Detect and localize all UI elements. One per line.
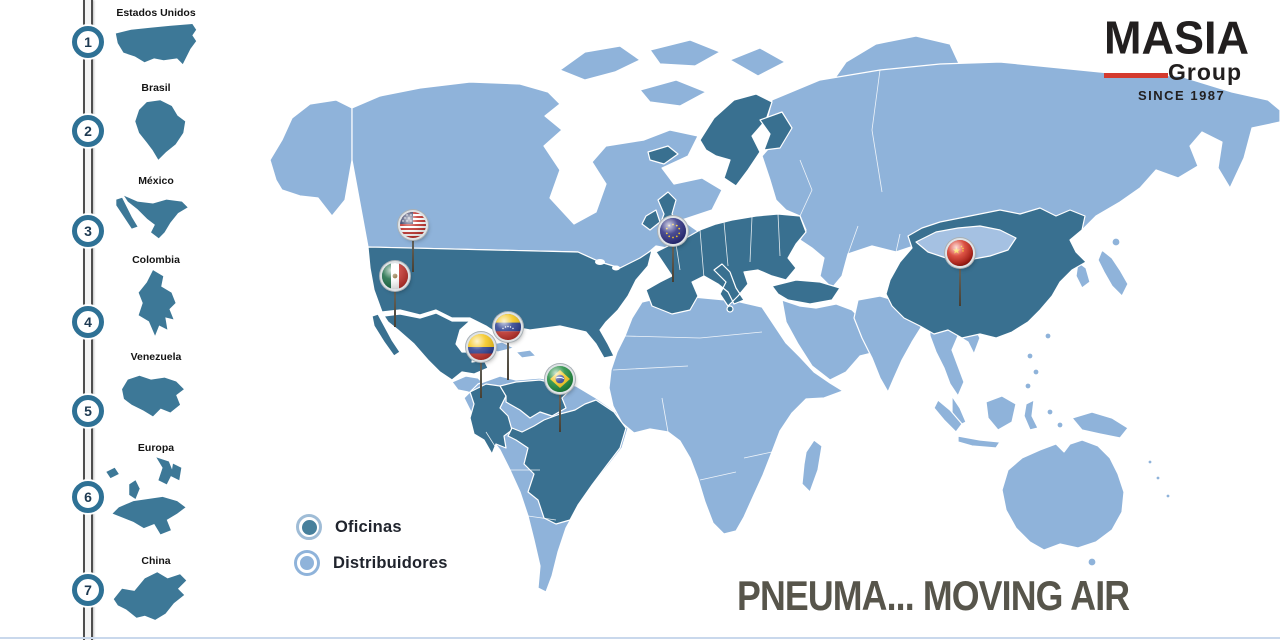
sidebar-label-colombia: Colombia [132, 254, 180, 266]
pin-stick [559, 386, 561, 432]
step-circle-3: 3 [72, 215, 104, 247]
legend-distribuidores: Distribuidores [294, 550, 448, 576]
mexico-flag-pin [382, 263, 408, 327]
step-circle-4: 4 [72, 306, 104, 338]
office-dot-icon [296, 514, 322, 540]
legend-oficinas: Oficinas [296, 514, 402, 540]
tagline: PNEUMA... MOVING AIR [737, 572, 1130, 619]
eu-flag-pin [660, 218, 686, 282]
pin-stick [672, 238, 674, 282]
sidebar-label-brasil: Brasil [141, 82, 171, 94]
brasil-silhouette [135, 100, 186, 160]
china-flag-pin [947, 240, 973, 306]
europa-silhouette [106, 457, 186, 535]
masia-group-logo: MASIA Group SINCE 1987 [1104, 11, 1249, 103]
colombia-silhouette [138, 270, 176, 336]
pin-stick [507, 334, 509, 380]
sidebar-label-china: China [141, 555, 171, 567]
venezuela-flag-pin [495, 314, 521, 380]
usa-flag-pin [400, 212, 426, 272]
brazil-flag-pin [547, 366, 573, 432]
legend-distribuidores-label: Distribuidores [333, 553, 448, 572]
step-circle-2: 2 [72, 115, 104, 147]
pin-stick [412, 232, 414, 272]
bottom-divider [0, 637, 1280, 639]
pin-stick [394, 283, 396, 327]
venezuela-silhouette [122, 375, 184, 417]
legend-oficinas-label: Oficinas [335, 517, 402, 536]
step-circle-7: 7 [72, 574, 104, 606]
step-circle-1: 1 [72, 26, 104, 58]
mexico-silhouette [116, 195, 188, 239]
step-circle-5: 5 [72, 395, 104, 427]
logo-red-line-icon [1104, 73, 1168, 78]
colombia-flag-pin [468, 334, 494, 398]
distributor-dot-icon [294, 550, 320, 576]
sidebar-label-estados-unidos: Estados Unidos [116, 7, 196, 19]
step-circle-6: 6 [72, 481, 104, 513]
pin-stick [959, 260, 961, 306]
sidebar-label-europa: Europa [137, 442, 175, 454]
logo-group: Group [1168, 59, 1242, 85]
logo-since: SINCE 1987 [1138, 88, 1226, 103]
usa-silhouette [115, 23, 197, 65]
sidebar-label-mexico: México [138, 175, 174, 187]
sidebar-label-venezuela: Venezuela [130, 351, 182, 363]
logo-brand: MASIA [1104, 11, 1249, 64]
pin-stick [480, 354, 482, 398]
china-silhouette [113, 572, 187, 620]
